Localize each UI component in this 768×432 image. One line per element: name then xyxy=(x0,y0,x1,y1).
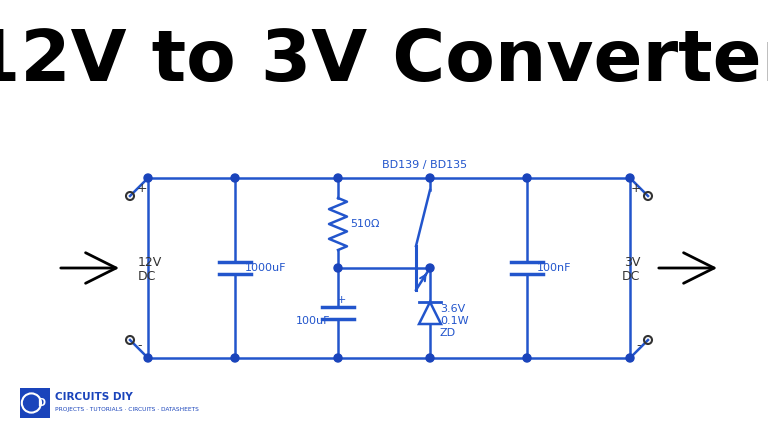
Text: 3.6V
0.1W
ZD: 3.6V 0.1W ZD xyxy=(440,304,468,338)
Text: CIRCUITS DIY: CIRCUITS DIY xyxy=(55,392,133,402)
Circle shape xyxy=(523,354,531,362)
Circle shape xyxy=(334,174,342,182)
Circle shape xyxy=(334,354,342,362)
Text: BD139 / BD135: BD139 / BD135 xyxy=(382,160,468,170)
Text: 12V: 12V xyxy=(138,257,162,270)
Text: DC: DC xyxy=(138,270,157,283)
Text: 12V to 3V Converter: 12V to 3V Converter xyxy=(0,28,768,96)
Circle shape xyxy=(334,264,342,272)
Text: -: - xyxy=(637,340,641,353)
Text: D: D xyxy=(38,398,45,408)
Text: PROJECTS · TUTORIALS · CIRCUITS · DATASHEETS: PROJECTS · TUTORIALS · CIRCUITS · DATASH… xyxy=(55,407,199,412)
Text: 1000uF: 1000uF xyxy=(245,263,286,273)
Circle shape xyxy=(426,354,434,362)
Text: +: + xyxy=(137,181,147,194)
Circle shape xyxy=(523,174,531,182)
Circle shape xyxy=(231,174,239,182)
Text: -: - xyxy=(137,340,141,353)
Circle shape xyxy=(426,174,434,182)
Text: 3V: 3V xyxy=(624,257,640,270)
Text: DC: DC xyxy=(621,270,640,283)
Text: +: + xyxy=(336,295,346,305)
Circle shape xyxy=(144,174,152,182)
Circle shape xyxy=(626,354,634,362)
Circle shape xyxy=(144,354,152,362)
Text: 100nF: 100nF xyxy=(537,263,571,273)
Text: 100uF: 100uF xyxy=(296,316,330,326)
Circle shape xyxy=(426,264,434,272)
Text: 510Ω: 510Ω xyxy=(350,219,379,229)
FancyBboxPatch shape xyxy=(20,388,50,418)
Circle shape xyxy=(231,354,239,362)
Circle shape xyxy=(626,174,634,182)
Text: +: + xyxy=(631,181,641,194)
